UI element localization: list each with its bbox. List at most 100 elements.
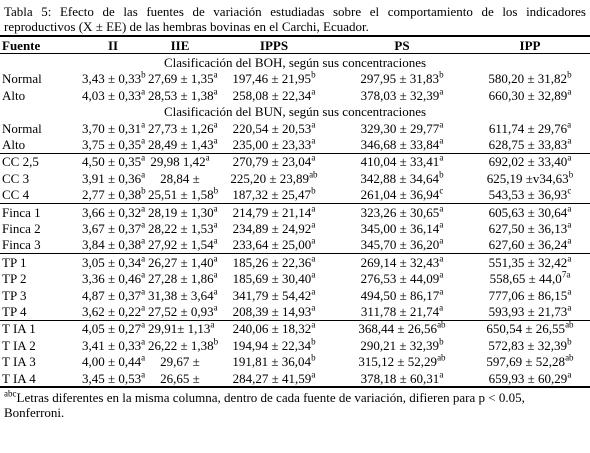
cell-letter: a (567, 203, 572, 214)
row-label: CC 3 (2, 170, 30, 186)
cell-value: 315,12 ± 52,29 (358, 354, 438, 370)
cell-value: 659,93 ± 60,29 (488, 370, 568, 386)
cell-letter: a (311, 302, 316, 313)
cell: 625,19 ±v34,63b (470, 170, 590, 186)
cell: 593,93 ± 21,73a (470, 303, 590, 320)
cell-value: 3,05 ± 0,34 (82, 254, 142, 270)
cell: 378,18 ± 60,31a (334, 370, 470, 389)
cell-value: 29,91± 1,13 (148, 321, 211, 337)
row-label: Alto (2, 87, 26, 103)
data-row: T IA 2 3,41 ± 0,33a 26,22 ± 1,38b 194,94 ± … (0, 337, 590, 353)
data-row: CC 4 2,77 ± 0,38b 25,51 ± 1,58b 187,32 ± 25… (0, 185, 590, 204)
cell-letter: a (141, 352, 146, 363)
cell-value: 2,77 ± 0,38 (82, 187, 142, 203)
cell-letter: b (568, 169, 574, 180)
data-row: TP 4 3,62 ± 0,22a 27,52 ± 0,93a 208,39 ± 14… (0, 303, 590, 320)
data-row: TP 2 3,36 ± 0,46a 27,28 ± 1,86a 185,69 ± 30… (0, 270, 590, 286)
cell: 3,84 ± 0,38a (80, 237, 146, 254)
cell-value: 28,22 ± 1,53 (148, 220, 214, 236)
cell-value: 543,53 ± 36,93 (488, 187, 568, 203)
cell-value: 3,36 ± 0,46 (82, 271, 142, 287)
cell-value: 378,03 ± 32,39 (360, 87, 440, 103)
data-row: Finca 1 3,66 ± 0,32a 28,19 ± 1,30a 214,79 ±… (0, 202, 590, 221)
cell-letter: b (311, 185, 316, 196)
cell-letter: a (567, 135, 572, 146)
cell-letter: a (141, 135, 146, 146)
cell: 220,54 ± 20,53a (214, 120, 334, 136)
row-label: Finca 3 (2, 237, 41, 253)
cell-letter: b (439, 70, 444, 81)
footnote: abcLetras diferentes en la misma columna… (4, 389, 586, 420)
cell-letter: ab (437, 352, 446, 363)
cell-letter: a (567, 253, 572, 264)
cell: 3,91 ± 0,36a (80, 170, 146, 186)
cell-value: 28,19 ± 1,30 (148, 204, 214, 220)
row-label: T IA 2 (2, 337, 36, 353)
cell-value: 329,30 ± 29,77 (360, 120, 440, 136)
cell-value: 27,52 ± 0,93 (148, 303, 214, 319)
cell-letter: a (439, 253, 444, 264)
cell: 692,02 ± 33,40a (470, 152, 590, 171)
cell: 378,03 ± 32,39a (334, 87, 470, 103)
header-row: Fuente II IIE IPPS PS IPP (0, 35, 590, 55)
row-label: TP 1 (0, 253, 80, 271)
cell-value: 346,68 ± 33,84 (360, 137, 440, 153)
cell-value: 27,92 ± 1,54 (148, 237, 214, 253)
cell-value: 572,83 ± 32,39 (488, 337, 568, 353)
cell-value: 187,32 ± 25,47 (232, 187, 312, 203)
cell-value: 3,62 ± 0,22 (82, 303, 142, 319)
cell-letter: a (141, 336, 146, 347)
cell-letter: a (567, 286, 572, 297)
cell-value: 297,95 ± 31,83 (360, 71, 440, 87)
cell-value: 276,53 ± 44,09 (360, 271, 440, 287)
cell-letter: b (311, 336, 316, 347)
cell: 558,65 ± 44,07a (470, 270, 590, 286)
column-header: PS (334, 35, 470, 55)
cell-letter: c (567, 185, 572, 196)
cell-value: 611,74 ± 29,76 (488, 120, 568, 136)
cell-value: 290,21 ± 32,39 (360, 337, 440, 353)
cell-letter: a (311, 286, 316, 297)
cell-value: 3,41 ± 0,33 (82, 337, 142, 353)
cell-letter: a (567, 236, 572, 247)
cell-value: 342,88 ± 34,64 (360, 170, 440, 186)
cell-value: 628,75 ± 33,83 (488, 137, 568, 153)
cell-value: 194,94 ± 22,34 (232, 337, 312, 353)
cell-value: 233,64 ± 25,00 (232, 237, 312, 253)
cell-letter: a (311, 369, 316, 380)
cell: 26,22 ± 1,38b (146, 337, 218, 353)
cell: 26,65 ± (146, 369, 214, 389)
group-title-row: Clasificación del BUN, según sus concent… (0, 104, 590, 120)
cell: 29,91± 1,13a (146, 319, 215, 338)
cell: 208,39 ± 14,93a (214, 303, 334, 320)
cell-letter: b (311, 352, 316, 363)
cell-letter: a (439, 286, 444, 297)
cell: 4,00 ± 0,44a (80, 353, 146, 369)
cell-letter: a (210, 320, 215, 330)
cell-letter: ab (309, 169, 318, 180)
cell-letter: a (141, 86, 146, 97)
cell-letter: a (311, 119, 316, 130)
cell: 311,78 ± 21,74a (334, 303, 470, 320)
cell-value: 185,69 ± 30,40 (232, 271, 312, 287)
cell: 611,74 ± 29,76a (470, 120, 590, 136)
cell-letter: a (205, 153, 210, 164)
cell-letter: b (439, 169, 444, 180)
cell: 185,69 ± 30,40a (214, 270, 334, 286)
cell: 650,54 ± 26,55ab (470, 319, 590, 338)
cell-value: 3,75 ± 0,35 (82, 137, 142, 153)
cell: 3,45 ± 0,53a (80, 370, 146, 389)
cell-letter: a (213, 302, 218, 313)
cell-value: 261,04 ± 36,94 (360, 187, 440, 203)
cell: 28,19 ± 1,30a (146, 202, 218, 221)
cell: 26,27 ± 1,40a (146, 253, 218, 271)
cell: 276,53 ± 44,09a (334, 270, 470, 286)
cell-letter: 7a (561, 269, 571, 280)
cell: 225,20 ± 23,89ab (214, 170, 334, 186)
cell: 572,83 ± 32,39b (470, 337, 590, 353)
data-row: TP 1 3,05 ± 0,34a 26,27 ± 1,40a 185,26 ± 22… (0, 253, 590, 271)
cell-letter: a (141, 169, 146, 180)
cell: 3,43 ± 0,33b (80, 71, 146, 87)
cell-value: 593,93 ± 21,73 (488, 303, 568, 319)
cell-value: 660,30 ± 32,89 (488, 87, 568, 103)
